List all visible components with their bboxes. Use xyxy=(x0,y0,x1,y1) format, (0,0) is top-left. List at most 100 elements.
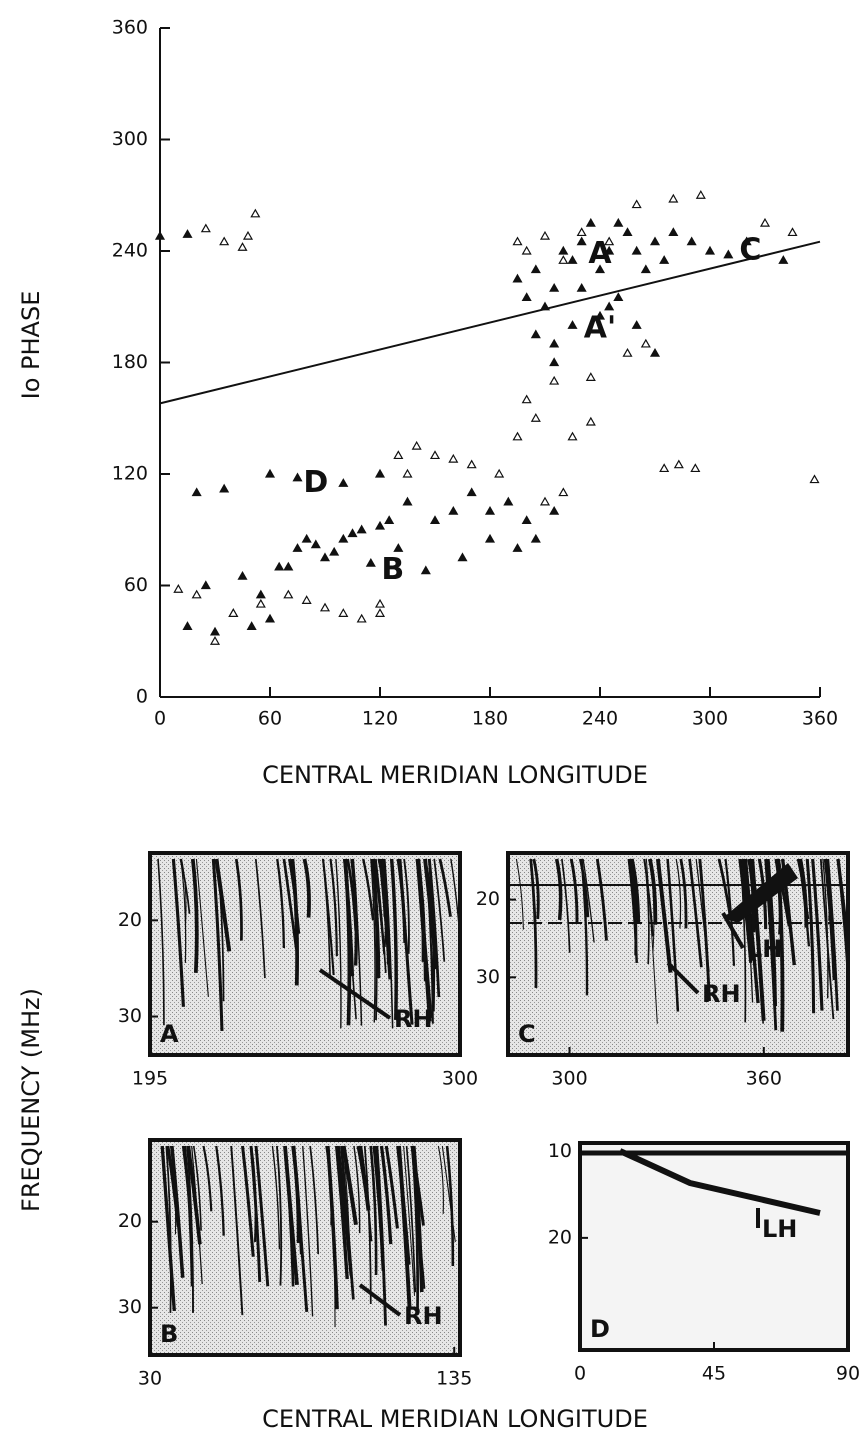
panel-letter: A xyxy=(160,1020,179,1048)
emission-streak xyxy=(288,858,301,934)
emission-streak xyxy=(211,858,224,1032)
data-point xyxy=(521,394,532,404)
spectrogram-panel: 10 20 0 45 90 D LH xyxy=(548,1140,860,1384)
emission-streak xyxy=(165,1145,172,1313)
data-point xyxy=(182,621,193,630)
data-point xyxy=(173,584,184,593)
emission-streak xyxy=(648,858,658,925)
data-point xyxy=(585,416,596,426)
emission-streak xyxy=(811,858,824,1011)
panel-letter: B xyxy=(160,1320,178,1348)
data-point xyxy=(640,264,651,274)
data-point xyxy=(649,347,661,357)
emission-streak xyxy=(230,1145,244,1316)
emission-streak xyxy=(190,858,199,973)
data-point xyxy=(484,533,496,543)
emission-streak xyxy=(824,858,831,921)
emission-streak xyxy=(179,858,191,914)
data-point xyxy=(695,190,706,199)
polarization-label: LH xyxy=(762,1215,797,1243)
data-point xyxy=(539,230,551,240)
fit-line xyxy=(159,240,821,405)
y-tick-label: 20 xyxy=(118,909,142,931)
data-point xyxy=(549,357,560,367)
data-point xyxy=(530,533,541,543)
data-point xyxy=(154,230,166,240)
x-tick-label: 60 xyxy=(258,708,282,730)
data-point xyxy=(631,199,642,209)
spectrogram-panel: 20 30 30 135 B RH xyxy=(118,1138,472,1390)
panel-letter: D xyxy=(590,1315,610,1343)
emission-streak xyxy=(437,1145,444,1214)
emission-streak xyxy=(532,858,540,920)
emission-streak xyxy=(582,858,595,943)
emission-streak xyxy=(181,858,187,927)
panel-frame xyxy=(148,851,462,1057)
emission-streak xyxy=(381,858,390,965)
frequency-axis-title: FREQUENCY (MHz) xyxy=(17,988,45,1212)
emission-streak xyxy=(423,858,438,970)
data-point xyxy=(659,255,670,264)
data-point xyxy=(466,487,477,497)
data-point xyxy=(283,589,294,599)
region-label: A' xyxy=(584,311,616,346)
emission-streak xyxy=(796,858,810,920)
emission-streak xyxy=(688,858,703,968)
data-point xyxy=(549,375,560,385)
data-point xyxy=(365,557,376,567)
data-point xyxy=(448,453,459,463)
emission-streak xyxy=(283,1145,299,1286)
x-tick-label: 180 xyxy=(472,708,508,730)
spectrogram-panel: 20 30 195 300 A RH xyxy=(118,851,478,1090)
data-point xyxy=(209,636,221,645)
polarization-label: LH xyxy=(747,935,782,963)
emission-feature xyxy=(723,863,798,923)
y-tick-label: 30 xyxy=(118,1296,142,1318)
emission-streak xyxy=(529,858,538,988)
data-point xyxy=(594,264,606,274)
data-point xyxy=(539,301,551,311)
data-point xyxy=(384,515,395,525)
data-point xyxy=(622,227,633,237)
data-point xyxy=(521,292,532,302)
data-point xyxy=(604,245,615,255)
emission-streak xyxy=(428,858,441,998)
data-point xyxy=(576,236,587,246)
region-label: A xyxy=(588,236,612,271)
data-point xyxy=(649,236,661,246)
x-tick-label: 300 xyxy=(442,1068,478,1090)
data-point xyxy=(558,487,569,497)
y-tick-label: 300 xyxy=(112,128,148,150)
data-point xyxy=(604,236,615,246)
data-point xyxy=(741,236,752,246)
data-point xyxy=(512,273,523,283)
emission-streak xyxy=(370,858,376,1023)
emission-streak xyxy=(515,858,524,930)
emission-streak xyxy=(655,858,673,973)
emission-streak xyxy=(396,1145,411,1265)
data-point xyxy=(585,372,596,381)
data-point xyxy=(209,626,221,636)
emission-streak xyxy=(822,858,829,999)
data-point xyxy=(429,450,441,460)
emission-streak xyxy=(578,858,590,918)
emission-streak xyxy=(160,1145,176,1312)
arrow xyxy=(721,912,745,949)
data-point xyxy=(512,431,523,441)
emission-streak xyxy=(292,1145,309,1313)
emission-streak xyxy=(322,858,335,976)
emission-streak xyxy=(234,858,243,941)
emission-streak xyxy=(191,1145,203,1285)
data-point xyxy=(530,264,541,274)
bottom-x-axis-title: CENTRAL MERIDIAN LONGITUDE xyxy=(262,1405,648,1433)
data-point xyxy=(576,227,587,237)
emission-streak xyxy=(569,858,579,924)
data-point xyxy=(558,255,569,264)
emission-streak xyxy=(202,1145,213,1212)
emission-streak xyxy=(275,1145,283,1286)
data-point xyxy=(319,602,331,612)
x-tick-label: 135 xyxy=(436,1368,472,1390)
emission-streak xyxy=(302,858,311,918)
data-point xyxy=(429,515,441,525)
